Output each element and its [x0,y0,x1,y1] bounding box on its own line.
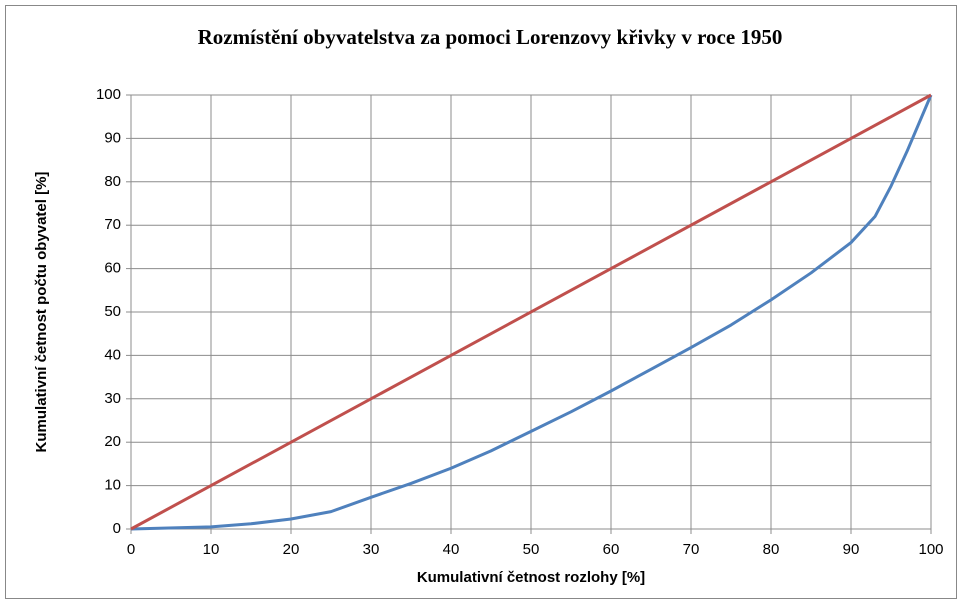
y-tick-label: 70 [104,216,121,233]
x-tick-label: 0 [127,541,135,558]
x-tick-label: 60 [603,541,620,558]
x-tick-label: 10 [203,541,220,558]
y-axis-label: Kumulativní četnost počtu obyvatel [%] [33,172,50,453]
line-series [130,94,933,531]
y-tick-label: 40 [104,346,121,363]
x-tick-label: 50 [523,541,540,558]
y-tick-label: 80 [104,173,121,190]
x-tick-label: 90 [843,541,860,558]
x-tick-label: 20 [283,541,300,558]
y-tick-label: 50 [104,303,121,320]
x-tick-label: 30 [363,541,380,558]
x-tick-label: 100 [918,541,943,558]
chart-title: Rozmístění obyvatelstva za pomoci Lorenz… [197,25,783,49]
x-tick-label: 40 [443,541,460,558]
chart-frame [5,5,957,599]
y-tick-label: 30 [104,390,121,407]
y-tick-label: 0 [113,520,121,537]
y-tick-label: 100 [96,86,121,103]
y-tick-label: 20 [104,433,121,450]
line-series [130,93,932,531]
y-tick-label: 10 [104,477,121,494]
y-tick-label: 60 [104,260,121,277]
x-tick-label: 70 [683,541,700,558]
x-tick-label: 80 [763,541,780,558]
y-tick-label: 90 [104,129,121,146]
x-axis-label: Kumulativní četnost rozlohy [%] [417,569,645,586]
